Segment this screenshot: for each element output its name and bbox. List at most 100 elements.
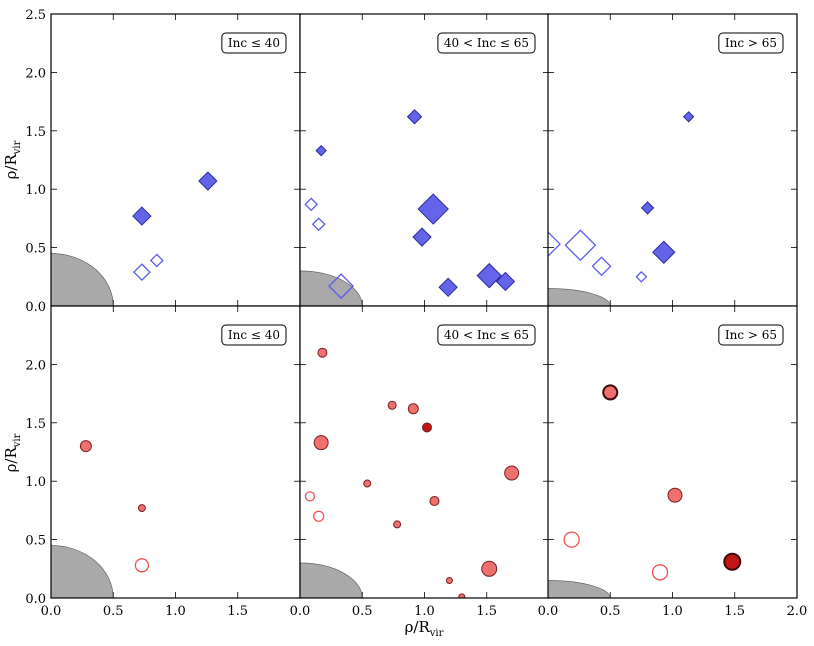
- panels-layer: Inc ≤ 40 40 < Inc ≤ 65 Inc > 65 Inc ≤ 40 40 …: [50, 13, 798, 599]
- data-point-diamond-filled: [412, 227, 432, 247]
- panel-label: 40 < Inc ≤ 65: [437, 32, 536, 54]
- panel-background: [548, 306, 797, 598]
- data-point-circle-dark: [421, 422, 432, 433]
- data-point-diamond-open: [328, 273, 355, 300]
- data-point-diamond-open: [564, 229, 597, 262]
- data-point-diamond-filled: [652, 240, 676, 264]
- x-tick-label: 0.5: [600, 604, 621, 619]
- data-point-circle-open: [313, 510, 325, 522]
- panel-label: Inc ≤ 40: [221, 32, 287, 54]
- panel-background: [300, 306, 549, 598]
- data-point-diamond-filled: [198, 171, 218, 191]
- data-point-diamond-filled: [132, 206, 152, 226]
- panel-label-text: Inc ≤ 40: [228, 328, 280, 342]
- panel-label-text: 40 < Inc ≤ 65: [444, 36, 529, 50]
- data-point-circle-filled: [429, 496, 440, 507]
- data-point-diamond-filled: [476, 262, 502, 289]
- y-tick-label: 1.5: [25, 417, 46, 432]
- data-point-circle-filled: [317, 347, 328, 358]
- panel-label-box: [718, 324, 784, 346]
- shaded-region: [50, 545, 114, 599]
- panel-label-text: Inc ≤ 40: [228, 36, 280, 50]
- data-point-diamond-filled: [640, 201, 655, 215]
- y-tick-label: 0.5: [25, 242, 46, 257]
- x-tick-label: 0.5: [352, 604, 373, 619]
- data-point-diamond-open: [548, 231, 561, 258]
- y-tick-label: 2.0: [25, 66, 46, 81]
- tick-labels-layer: 0.0 0.5 1.0 1.5 2.0 2.5 0.0 0.5 1.0 1.5 2.0 0.0 0.5 1…: [25, 8, 807, 619]
- data-point-circle-open: [651, 564, 669, 581]
- panel-label-box: [221, 324, 287, 346]
- y-tick-label: 0.5: [25, 534, 46, 549]
- data-point-diamond-filled: [406, 109, 423, 125]
- panel-label-text: Inc > 65: [725, 328, 777, 342]
- data-point-diamond-filled: [495, 271, 516, 292]
- data-point-diamond-open: [149, 253, 164, 268]
- panel-label-box: [437, 324, 536, 346]
- panel-background: [51, 14, 300, 306]
- data-point-circle-open: [304, 491, 316, 502]
- shaded-region: [50, 253, 114, 307]
- panel-0-1: 40 < Inc ≤ 65: [299, 13, 550, 307]
- data-point-diamond-open: [311, 217, 326, 232]
- marker-group: [548, 111, 695, 283]
- data-point-diamond-filled: [682, 111, 695, 123]
- data-point-circle-filled: [387, 400, 397, 410]
- shaded-region: [299, 562, 363, 599]
- data-point-circle-filled: [79, 440, 92, 453]
- data-point-circle-ring: [602, 384, 619, 401]
- panel-label-box: [437, 32, 536, 54]
- shaded-region: [547, 580, 611, 599]
- data-point-circle-open: [563, 531, 580, 548]
- x-tick-label: 1.0: [165, 604, 186, 619]
- y-axis-label-bottom: ρ/Rvir: [2, 433, 23, 472]
- y-tick-label: 1.0: [25, 475, 46, 490]
- y-tick-label: 1.5: [25, 125, 46, 140]
- shaded-region: [547, 288, 611, 307]
- data-point-diamond-filled: [417, 193, 449, 225]
- y-axis-label-top: ρ/Rvir: [2, 140, 23, 179]
- y-tick-label: 0.0: [25, 300, 46, 315]
- panel-1-2: Inc > 65: [547, 305, 798, 599]
- data-point-circle-dark-ring: [723, 552, 742, 571]
- x-tick-label: 1.5: [227, 604, 248, 619]
- panel-label: Inc > 65: [718, 32, 784, 54]
- data-point-diamond-filled: [438, 277, 458, 298]
- x-tick-label: 0.0: [290, 604, 311, 619]
- y-tick-label: 2.5: [25, 8, 46, 23]
- marker-group: [79, 440, 150, 573]
- data-point-circle-filled: [363, 479, 372, 488]
- data-point-circle-filled: [445, 576, 453, 584]
- panel-label-box: [221, 32, 287, 54]
- panel-label: 40 < Inc ≤ 65: [437, 324, 536, 346]
- marker-group: [304, 347, 520, 598]
- x-tick-label: 1.0: [662, 604, 683, 619]
- data-point-diamond-open: [591, 256, 612, 277]
- panel-label-text: 40 < Inc ≤ 65: [444, 328, 529, 342]
- data-point-circle-filled: [407, 403, 419, 415]
- data-point-circle-filled: [313, 435, 329, 451]
- data-point-diamond-open: [304, 197, 319, 212]
- panel-1-1: 40 < Inc ≤ 65: [299, 305, 550, 599]
- data-point-diamond-open: [132, 263, 151, 282]
- panel-label: Inc ≤ 40: [221, 324, 287, 346]
- data-point-circle-filled: [458, 593, 466, 598]
- panel-label-text: Inc > 65: [725, 36, 777, 50]
- x-tick-label: 0.0: [41, 604, 62, 619]
- data-point-diamond-open: [635, 270, 648, 283]
- marker-group: [563, 384, 742, 581]
- x-tick-label: 0.5: [103, 604, 124, 619]
- panel-background: [548, 14, 797, 306]
- data-point-circle-filled: [504, 465, 520, 481]
- y-tick-label: 0.0: [25, 592, 46, 607]
- y-tick-label: 2.0: [25, 358, 46, 373]
- x-tick-label: 1.5: [476, 604, 497, 619]
- data-point-circle-open: [134, 558, 150, 573]
- x-tick-label: 1.5: [724, 604, 745, 619]
- panel-1-0: Inc ≤ 40: [50, 305, 301, 599]
- panel-label-box: [718, 32, 784, 54]
- data-point-circle-filled: [667, 487, 683, 503]
- data-point-circle-filled: [137, 504, 146, 513]
- panel-background: [51, 306, 300, 598]
